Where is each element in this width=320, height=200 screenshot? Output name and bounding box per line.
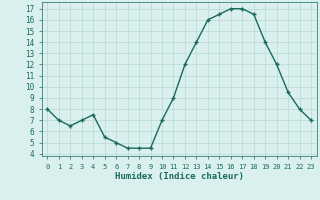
X-axis label: Humidex (Indice chaleur): Humidex (Indice chaleur) [115,172,244,181]
